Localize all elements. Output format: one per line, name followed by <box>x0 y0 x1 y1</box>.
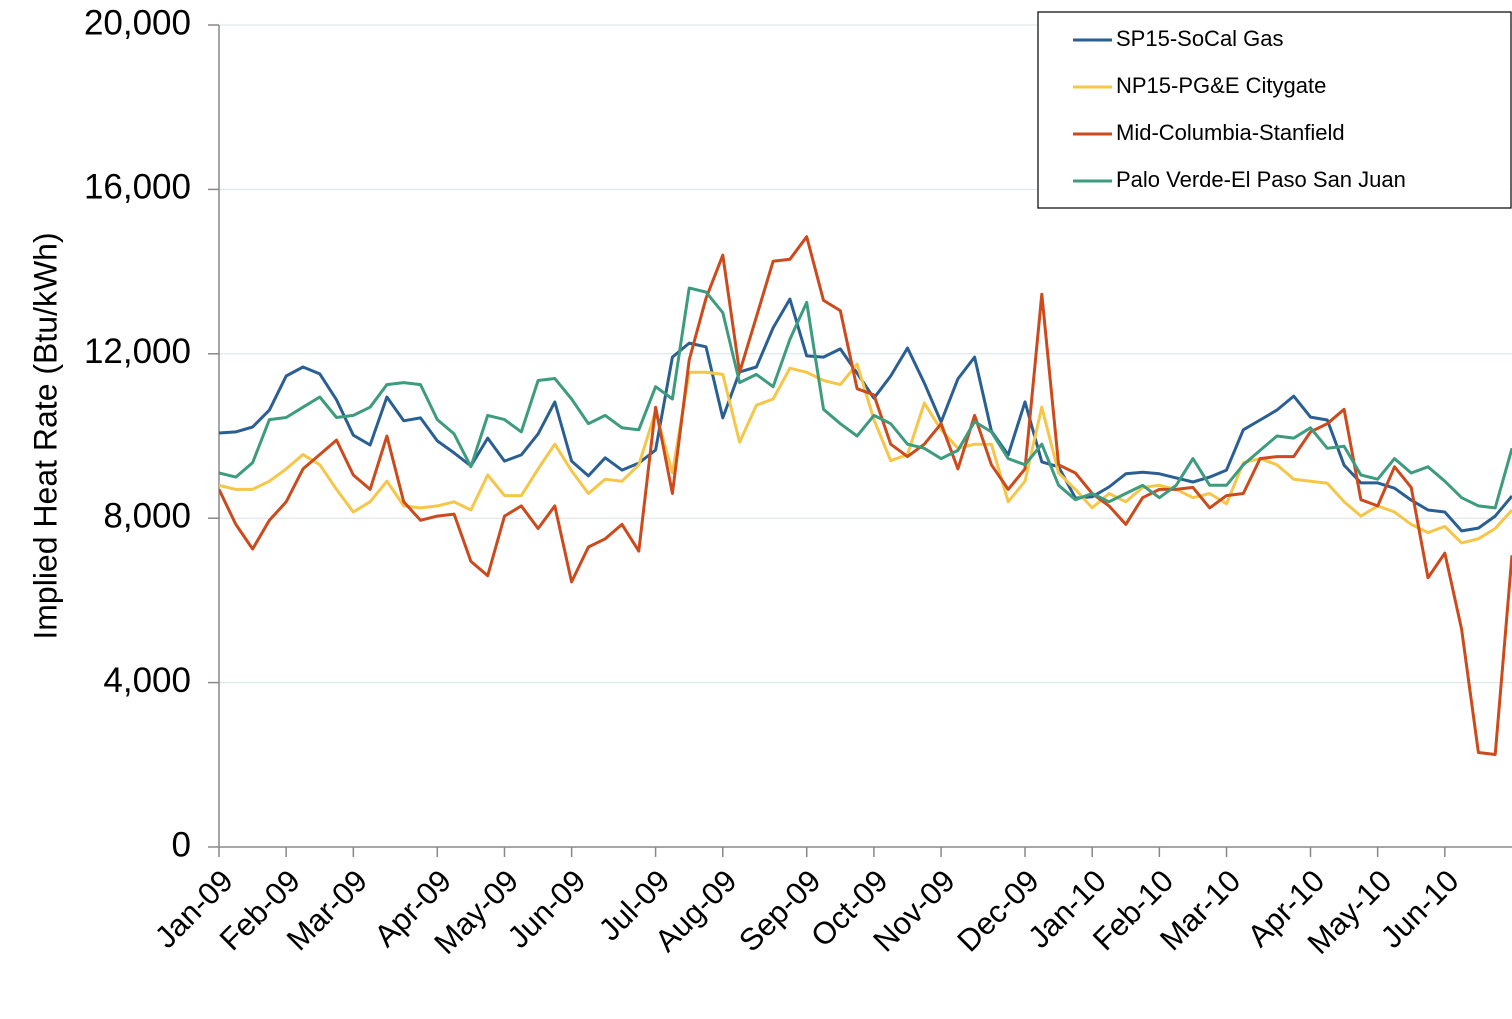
y-tick-label: 4,000 <box>103 661 191 700</box>
x-tick-label: Dec-09 <box>950 863 1045 958</box>
legend-label: NP15-PG&E Citygate <box>1116 73 1326 98</box>
legend-box <box>1037 11 1512 209</box>
plot-area <box>219 235 1512 756</box>
x-tick-label: Sep-09 <box>732 863 827 958</box>
series-line <box>219 235 1512 756</box>
y-tick-label: 16,000 <box>84 168 191 207</box>
y-tick-label: 12,000 <box>84 332 191 371</box>
y-tick-label: 0 <box>172 825 191 864</box>
x-tick-label: Jun-09 <box>501 863 593 955</box>
legend-label: SP15-SoCal Gas <box>1116 26 1284 51</box>
y-tick-label: 20,000 <box>84 3 191 42</box>
y-axis-label: Implied Heat Rate (Btu/kWh) <box>27 232 63 639</box>
legend-label: Mid-Columbia-Stanfield <box>1116 120 1345 145</box>
x-tick-label: Jun-10 <box>1374 863 1466 955</box>
y-tick-label: 8,000 <box>103 496 191 535</box>
series-line <box>219 297 1512 533</box>
legend-label: Palo Verde-El Paso San Juan <box>1116 167 1406 192</box>
series-line <box>219 286 1512 510</box>
